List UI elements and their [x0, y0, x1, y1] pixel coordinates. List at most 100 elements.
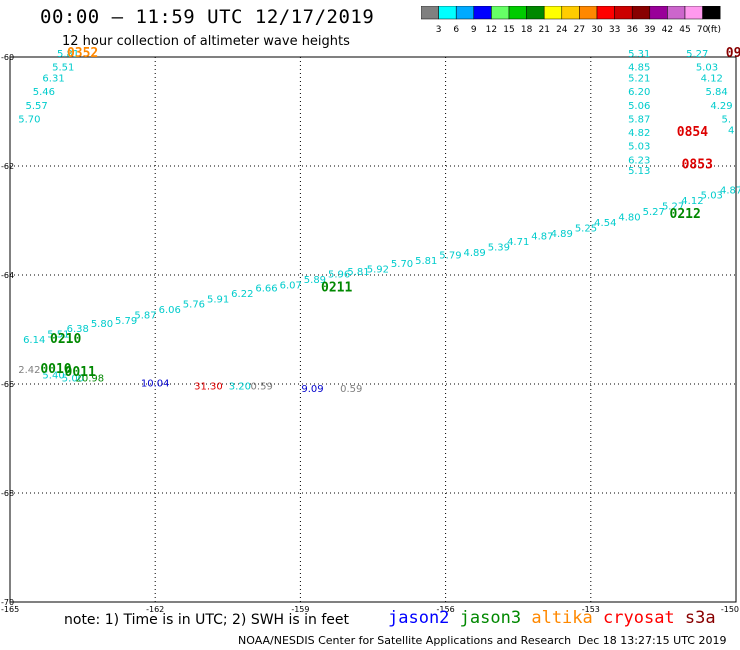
page-subtitle: 12 hour collection of altimeter wave hei…: [62, 34, 350, 49]
swh-value-label: 5.46: [33, 87, 55, 98]
swh-value-label: 5.27: [662, 202, 684, 213]
y-tick-label: -66: [1, 380, 14, 389]
sat-cryosat: cryosat: [603, 608, 675, 628]
swh-value-label: 0.59: [251, 381, 273, 392]
swh-value-label: 10.04: [141, 379, 170, 390]
swh-value-label: 5.81: [347, 267, 369, 278]
swh-value-label: 4.12: [681, 196, 703, 207]
pass-time-label: 0853: [682, 158, 713, 173]
swh-value-label: 5.89: [304, 275, 326, 286]
sat-s3a: s3a: [684, 608, 716, 628]
swh-value-label: 5.79: [439, 251, 461, 262]
legend-tick-label: 9: [471, 25, 477, 35]
legend-scale: 3 6 9 12 15 18 21 24 27 30 33 36 39 42 45 70 (ft): [420, 5, 721, 35]
sat-altika: altika: [531, 608, 593, 628]
swh-value-label: 6.22: [231, 289, 253, 300]
swh-value-label: 6.07: [280, 281, 302, 292]
swh-value-label: 4.54: [594, 218, 616, 229]
swh-value-label: 5.03: [701, 191, 723, 202]
swh-value-label: 5.84: [706, 87, 728, 98]
swh-value-label: 20.98: [76, 373, 105, 384]
sat-jason3: jason3: [459, 608, 522, 628]
swh-value-label: 5.40: [42, 371, 64, 382]
swh-value-label: 5.92: [367, 264, 389, 275]
swh-value-label: 6.23: [628, 155, 650, 166]
altimeter-plot: -60 -62 -64 -66 -68 -70-165 -162 -159 -156 -153 -1…: [1, 46, 740, 612]
legend-swatch: [702, 5, 721, 20]
footer-note: note: 1) Time is in UTC; 2) SWH is in fe…: [64, 612, 350, 628]
legend-unit: (ft): [707, 25, 721, 35]
swh-value-label: 5.25: [575, 223, 597, 234]
legend-tick-label: 45: [679, 25, 690, 35]
swh-value-label: 5.: [722, 114, 732, 125]
pass-time-label: 0010: [40, 362, 71, 377]
swh-value-label: 4.12: [701, 74, 723, 85]
pass-time-label: 0210: [50, 332, 81, 347]
legend-tick-label: 24: [556, 25, 568, 35]
satellite-legend: jason2 jason3 altika cryosat s3a: [388, 608, 716, 628]
swh-value-label: 5.13: [628, 166, 650, 177]
legend-tick-label: 36: [626, 25, 638, 35]
legend-tick-label: 33: [609, 25, 620, 35]
swh-value-label: 5.91: [207, 294, 229, 305]
swh-value-label: 5.81: [415, 256, 437, 267]
swh-value-label: 5.87: [628, 114, 650, 125]
x-tick-label: -159: [291, 605, 309, 612]
swh-value-label: 31.30: [194, 381, 223, 392]
swh-value-label: 4: [728, 125, 734, 136]
swh-value-label: 5.51: [52, 63, 74, 74]
legend-tick-label: 30: [591, 25, 603, 35]
legend-tick-label: 42: [662, 25, 673, 35]
swh-value-label: 5.51: [47, 330, 69, 341]
swh-value-label: 5.06: [628, 101, 650, 112]
plot-frame: [9, 56, 737, 603]
x-tick-label: -153: [582, 605, 600, 612]
swh-value-label: 5.03: [696, 63, 718, 74]
swh-value-label: 4.80: [618, 213, 640, 224]
swh-value-label: 6.06: [159, 305, 181, 316]
y-tick-label: -62: [1, 162, 14, 171]
legend-tick-label: 6: [453, 25, 459, 35]
legend-tick-label: 3: [436, 25, 442, 35]
legend-tick-label: 12: [486, 25, 497, 35]
swh-value-label: 5.57: [25, 101, 47, 112]
swh-value-label: 5.81: [57, 49, 79, 60]
legend-tick-label: 39: [644, 25, 656, 35]
swh-value-label: 4.71: [507, 237, 529, 248]
x-tick-label: -165: [1, 605, 19, 612]
swh-value-label: 5.03: [628, 142, 650, 153]
y-tick-label: -60: [1, 53, 14, 62]
swh-value-label: 5.39: [488, 242, 510, 253]
sat-jason2: jason2: [388, 608, 450, 628]
legend-tick-label: 27: [574, 25, 585, 35]
y-tick-label: -64: [1, 271, 14, 280]
swh-value-label: 4.89: [551, 229, 573, 240]
swh-value-label: 2.42: [18, 365, 40, 376]
pass-time-label: 0211: [321, 280, 352, 295]
swh-value-label: 3.20: [229, 381, 251, 392]
swh-value-label: 5.70: [391, 259, 413, 270]
swh-value-label: 4.82: [628, 128, 650, 139]
swh-value-label: 4.89: [464, 248, 486, 259]
swh-value-label: 0.59: [340, 384, 362, 395]
legend-tick-label: 18: [521, 25, 533, 35]
swh-value-label: 5.80: [91, 319, 113, 330]
swh-value-label: 5.21: [628, 74, 650, 85]
swh-value-label: 5.79: [115, 316, 137, 327]
pass-time-label: 0854: [677, 125, 708, 140]
swh-value-label: 4.85: [628, 63, 650, 74]
generation-timestamp: Dec 18 13:27:15 UTC 2019: [578, 634, 727, 647]
swh-value-label: 6.14: [23, 335, 45, 346]
swh-value-label: 6.38: [67, 324, 89, 335]
swh-value-label: 9.09: [301, 384, 323, 395]
pass-time-label: 09: [726, 46, 740, 61]
color-legend: 3 6 9 12 15 18 21 24 27 30 33 36 39 42 45 70 (ft): [420, 5, 733, 40]
swh-value-label: 4.87: [720, 185, 740, 196]
swh-value-label: 5.76: [183, 300, 205, 311]
swh-value-label: 5.96: [328, 270, 350, 281]
swh-value-label: 6.20: [628, 87, 650, 98]
swh-value-label: 4.29: [710, 101, 732, 112]
swh-value-label: 4.87: [531, 232, 553, 243]
swh-value-label: 6.66: [255, 283, 277, 294]
pass-time-label: 0011: [65, 365, 96, 380]
